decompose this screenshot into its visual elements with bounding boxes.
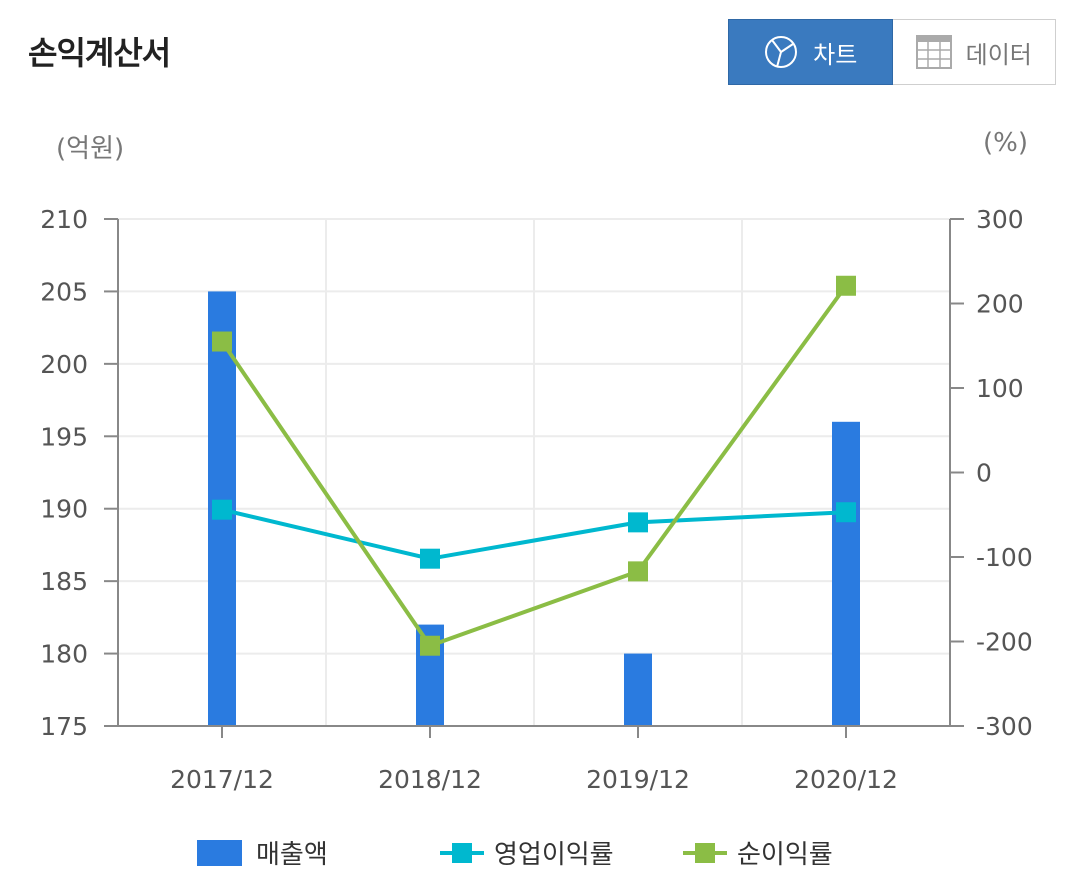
x-axis-tick-label: 2018/12: [378, 765, 482, 794]
bar-2019/12: [624, 653, 652, 726]
left-axis-unit: (억원): [56, 134, 125, 164]
legend-swatch-marker: [695, 843, 715, 863]
point-영업이익률-2019/12: [628, 512, 648, 533]
legend-swatch-marker: [452, 843, 472, 863]
point-순이익률-2018/12: [420, 635, 440, 656]
legend-swatch-bar: [197, 840, 242, 866]
point-영업이익률-2020/12: [836, 502, 856, 523]
table-grid-icon: [915, 35, 952, 69]
right-axis-tick-label: 0: [976, 459, 992, 488]
right-axis-tick-label: 200: [976, 290, 1024, 319]
right-axis-tick-label: -300: [976, 712, 1033, 741]
point-영업이익률-2018/12: [420, 548, 440, 569]
x-axis-tick-label: 2019/12: [586, 765, 690, 794]
left-axis-tick-label: 175: [40, 712, 88, 741]
point-순이익률-2017/12: [212, 331, 232, 352]
left-axis-tick-label: 180: [40, 640, 88, 669]
legend-label: 영업이익률: [494, 840, 614, 870]
chart-view-button[interactable]: 차트: [728, 19, 893, 85]
point-순이익률-2019/12: [628, 561, 648, 582]
left-axis-tick-label: 210: [40, 205, 88, 234]
page-title: 손익계산서: [28, 34, 171, 72]
left-axis-tick-label: 200: [40, 350, 88, 379]
right-axis-unit: (%): [983, 128, 1028, 158]
left-axis-tick-label: 190: [40, 495, 88, 524]
right-axis-tick-label: 100: [976, 374, 1024, 403]
right-axis-tick-label: -200: [976, 628, 1033, 657]
point-순이익률-2020/12: [836, 275, 856, 296]
left-axis-tick-label: 205: [40, 277, 88, 306]
left-axis-tick-label: 195: [40, 422, 88, 451]
data-view-label: 데이터: [965, 40, 1032, 69]
chart-view-label: 차트: [813, 40, 858, 69]
right-axis-tick-label: -100: [976, 543, 1033, 572]
series-line-순이익률: [220, 284, 848, 648]
legend-label: 매출액: [256, 840, 328, 870]
right-axis-tick-label: 300: [976, 205, 1024, 234]
point-영업이익률-2017/12: [212, 499, 232, 520]
x-axis-tick-label: 2017/12: [170, 765, 274, 794]
series-line-영업이익률: [221, 507, 847, 561]
left-axis-tick-label: 185: [40, 567, 88, 596]
legend-label: 순이익률: [737, 840, 833, 870]
view-toggle: 차트 데이터: [728, 19, 1056, 85]
x-axis-tick-label: 2020/12: [794, 765, 898, 794]
data-view-button[interactable]: 데이터: [892, 19, 1056, 85]
pie-chart-icon: [763, 34, 799, 70]
bar-2020/12: [832, 421, 860, 726]
